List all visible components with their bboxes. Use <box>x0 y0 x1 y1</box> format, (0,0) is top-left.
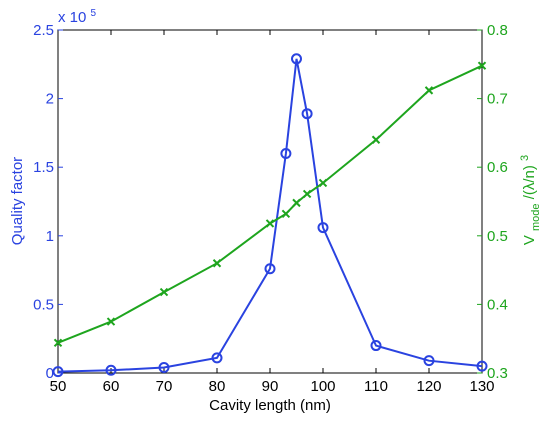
x-tick-label: 100 <box>310 378 335 395</box>
right-label-sub: mode <box>530 203 542 231</box>
left-y-tick-label: 0 <box>46 365 54 382</box>
mode-volume-point <box>159 287 169 297</box>
x-tick-label: 80 <box>209 378 226 395</box>
left-y-tick-label: 0.5 <box>33 296 54 313</box>
x-axis: 50 60 70 80 90 100 110 120 130 <box>50 30 495 395</box>
quality-factor-point <box>158 362 170 374</box>
left-y-axis-label: Quality factor <box>9 157 26 245</box>
x-tick-label: 120 <box>416 378 441 395</box>
mode-volume-point <box>371 135 381 144</box>
mode-volume-point <box>424 86 434 95</box>
quality-factor-point <box>280 147 292 159</box>
right-label-sup: 3 <box>519 155 531 161</box>
right-y-tick-label: 0.6 <box>487 159 508 176</box>
mode-volume-point <box>53 338 63 348</box>
quality-factor-point <box>52 366 64 378</box>
mode-volume-point <box>292 198 301 208</box>
quality-factor-point <box>476 360 488 372</box>
mode-volume-point <box>477 61 487 70</box>
x-axis-label: Cavity length (nm) <box>209 397 331 414</box>
x-tick-label: 60 <box>103 378 120 395</box>
right-y-tick-label: 0.8 <box>487 22 508 39</box>
right-y-tick-label: 0.7 <box>487 91 508 108</box>
multiplier-base: x 10 <box>58 9 86 26</box>
left-y-axis-multiplier: x 10 5 <box>58 8 97 26</box>
left-y-axis: 0 0.5 1 1.5 2 2.5 <box>33 22 63 382</box>
mode-volume-series-line <box>57 64 483 344</box>
left-y-tick-label: 2 <box>46 91 54 108</box>
right-y-axis: 0.3 0.4 0.5 0.6 0.7 0.8 <box>477 22 508 382</box>
left-y-tick-label: 2.5 <box>33 22 54 39</box>
multiplier-exponent: 5 <box>91 8 97 19</box>
quality-factor-point <box>105 364 117 376</box>
x-tick-label: 110 <box>364 378 388 395</box>
left-y-tick-label: 1 <box>46 228 54 245</box>
mode-volume-point <box>265 219 275 228</box>
mode-volume-point <box>302 189 312 199</box>
quality-factor-point <box>264 263 276 275</box>
quality-factor-point <box>370 340 382 352</box>
right-label-tail: /(λ/n) <box>521 165 538 199</box>
x-tick-label: 90 <box>262 378 279 395</box>
right-y-tick-label: 0.3 <box>487 365 508 382</box>
mode-volume-point <box>281 209 291 219</box>
quality-factor-point <box>291 53 302 65</box>
quality-factor-point <box>301 108 313 120</box>
left-y-tick-label: 1.5 <box>33 159 54 176</box>
plot-area <box>57 29 483 374</box>
right-y-tick-label: 0.5 <box>487 228 508 245</box>
mode-volume-point <box>318 178 328 188</box>
right-y-tick-label: 0.4 <box>487 296 508 313</box>
quality-factor-point <box>423 355 435 367</box>
quality-factor-point <box>211 352 223 364</box>
series-layer <box>52 53 488 378</box>
right-label-main: V <box>521 235 538 245</box>
x-tick-label: 70 <box>156 378 173 395</box>
quality-factor-series-line <box>57 58 483 373</box>
right-y-axis-label: V mode /(λ/n) 3 <box>519 155 543 245</box>
x-tick-label: 130 <box>469 378 494 395</box>
mode-volume-point <box>212 259 222 268</box>
quality-factor-point <box>317 222 329 234</box>
mode-volume-point <box>106 317 116 326</box>
x-tick-label: 50 <box>50 378 67 395</box>
